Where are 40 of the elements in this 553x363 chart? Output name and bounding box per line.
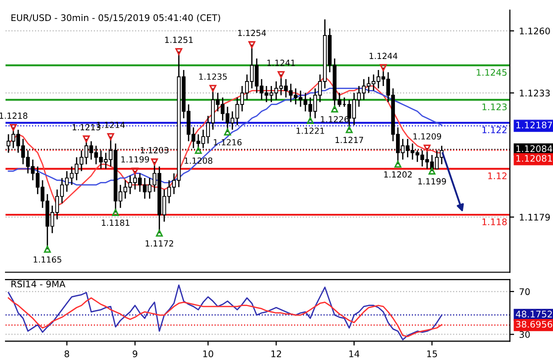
- annotation: 1.1235: [199, 73, 227, 80]
- ref-line-label: 48.1752: [516, 310, 552, 318]
- annotation: 1.1199: [121, 156, 150, 163]
- annotation: 1.1217: [336, 136, 364, 143]
- ref-line-label: 1.1245: [476, 68, 507, 76]
- annotation: 1.1221: [296, 128, 324, 134]
- ref-line-label: 1.118: [482, 218, 507, 226]
- x-tick-label: 9: [132, 350, 138, 358]
- x-tick-label: 15: [427, 350, 437, 358]
- annotation: 1.1244: [370, 52, 398, 59]
- ref-line-label: 1.12084: [516, 145, 552, 152]
- line-series: [8, 297, 442, 338]
- annotation: 1.1165: [34, 256, 62, 263]
- annotation: 1.1209: [413, 133, 442, 140]
- ref-line-label: 1.122: [482, 126, 506, 134]
- ref-line-label: 38.6956: [516, 320, 552, 328]
- annotation: 1.1203: [140, 147, 168, 154]
- annotation: 1.1199: [418, 178, 446, 184]
- y-tick-label: 70: [520, 288, 530, 296]
- x-tick-label: 8: [64, 350, 70, 358]
- annotation: 1.1218: [0, 112, 28, 119]
- annotation: 1.1251: [165, 36, 193, 43]
- x-tick-label: 12: [271, 350, 282, 358]
- ref-line-label: 1.123: [482, 103, 507, 110]
- ref-line-label: 1.12187: [516, 122, 552, 128]
- y-tick-label: 30: [520, 331, 530, 338]
- ref-line-label: 1.12081: [516, 154, 552, 162]
- chart-title: RSI14 - 9MA: [11, 280, 66, 288]
- y-tick-label: 1.1179: [520, 214, 550, 221]
- annotation: 1.1202: [384, 171, 412, 178]
- y-tick-label: 1.1260: [520, 28, 550, 34]
- x-tick-label: 14: [349, 350, 360, 358]
- y-tick-label: 1.1233: [520, 90, 550, 96]
- annotation: 1.1254: [238, 30, 266, 36]
- annotation: 1.1181: [102, 220, 130, 226]
- chart-title: EUR/USD - 30min - 05/15/2019 05:41:40 (CET): [11, 14, 220, 22]
- x-tick-label: 10: [203, 350, 214, 358]
- annotation: 1.1241: [267, 60, 295, 66]
- ref-line-label: 1.12: [488, 172, 506, 180]
- annotation: 1.1172: [146, 240, 174, 246]
